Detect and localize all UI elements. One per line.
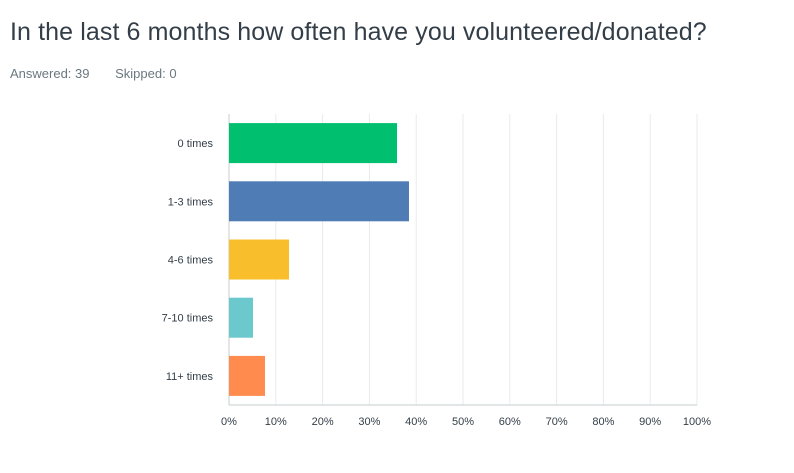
bar-7-10-times[interactable] bbox=[229, 297, 254, 338]
x-tick-label: 70% bbox=[546, 416, 568, 428]
answered-count: Answered: 39 bbox=[10, 66, 90, 81]
question-title: In the last 6 months how often have you … bbox=[10, 18, 707, 46]
bar-11-times[interactable] bbox=[229, 355, 265, 396]
category-label: 0 times bbox=[178, 138, 214, 150]
x-tick-label: 60% bbox=[499, 416, 521, 428]
x-tick-label: 80% bbox=[592, 416, 614, 428]
category-label: 11+ times bbox=[166, 371, 214, 383]
skipped-count: Skipped: 0 bbox=[115, 66, 177, 81]
bar-0-times[interactable] bbox=[229, 123, 398, 164]
x-tick-label: 20% bbox=[312, 416, 334, 428]
bars bbox=[229, 123, 409, 396]
x-tick-label: 90% bbox=[639, 416, 661, 428]
response-summary: Answered: 39 Skipped: 0 bbox=[10, 66, 177, 81]
x-tick-label: 30% bbox=[358, 416, 380, 428]
category-label: 1-3 times bbox=[168, 196, 214, 208]
bar-4-6-times[interactable] bbox=[229, 239, 289, 280]
x-tick-label: 0% bbox=[221, 416, 237, 428]
x-tick-label: 40% bbox=[405, 416, 427, 428]
x-tick-label: 100% bbox=[683, 416, 711, 428]
category-label: 7-10 times bbox=[162, 313, 214, 325]
category-labels: 0 times 1-3 times 4-6 times 7-10 times 11+ t… bbox=[162, 138, 214, 383]
x-tick-labels: 0% 10% 20% 30% 40% 50% 60% 70% 80% 90% 100% bbox=[221, 416, 711, 428]
bar-1-3-times[interactable] bbox=[229, 181, 409, 222]
x-tick-label: 50% bbox=[452, 416, 474, 428]
x-tick-label: 10% bbox=[265, 416, 287, 428]
category-label: 4-6 times bbox=[168, 255, 214, 267]
